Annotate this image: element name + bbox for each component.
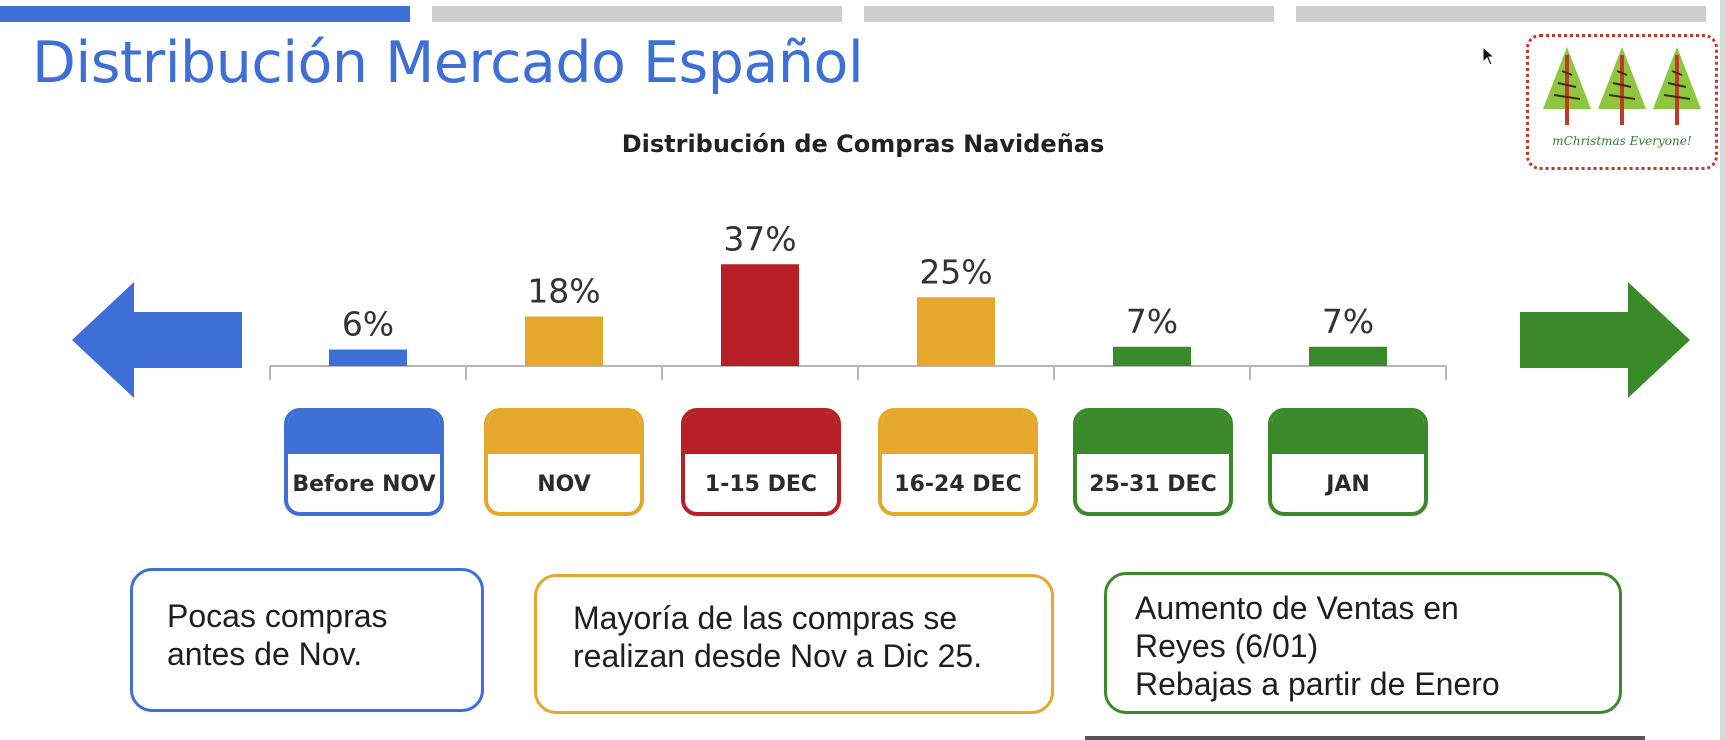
bar-jan <box>1309 346 1387 366</box>
calendar-label: 16-24 DEC <box>894 472 1022 497</box>
bar-value-label: 6% <box>342 305 394 344</box>
note-line: Reyes (6/01) <box>1135 628 1319 664</box>
calendar-card-1-15-dec: 1-15 DEC <box>681 408 841 516</box>
note-line: Mayoría de las compras se <box>573 600 958 636</box>
calendar-header <box>288 412 440 454</box>
tree-trunk <box>1620 55 1624 125</box>
page-title: Distribución Mercado Español <box>32 30 864 96</box>
bar-value-label: 7% <box>1126 302 1178 341</box>
mouse-cursor-icon <box>1482 46 1496 66</box>
tree-branch <box>1671 70 1683 76</box>
calendar-header <box>1077 412 1229 454</box>
note-line: antes de Nov. <box>167 636 363 672</box>
tree-branch <box>1616 70 1628 76</box>
christmas-logo: mChristmas Everyone! <box>1526 34 1718 170</box>
calendar-label: Before NOV <box>292 472 436 497</box>
bottom-edge-strip <box>1085 736 1645 740</box>
tree-branch <box>1561 70 1573 76</box>
bar-value-label: 25% <box>919 252 992 291</box>
calendar-card-25-31-dec: 25-31 DEC <box>1073 408 1233 516</box>
bar-16-24-dec <box>917 297 995 366</box>
tree-branch <box>1553 94 1581 100</box>
tree-branch <box>1612 82 1632 88</box>
bar-25-31-dec <box>1113 346 1191 366</box>
calendar-card-before-nov: Before NOV <box>284 408 444 516</box>
progress-segment-3 <box>864 6 1274 22</box>
christmas-trees-icon: mChristmas Everyone! <box>1543 47 1701 148</box>
calendar-header <box>685 412 837 454</box>
bar-value-label: 7% <box>1322 302 1374 341</box>
bar-1-15-dec <box>721 264 799 366</box>
calendar-card-jan: JAN <box>1268 408 1428 516</box>
progress-segment-2 <box>432 6 842 22</box>
calendar-header <box>1272 412 1424 454</box>
note-line: realizan desde Nov a Dic 25. <box>573 638 983 674</box>
calendar-label: 25-31 DEC <box>1089 472 1217 497</box>
logo-text: mChristmas Everyone! <box>1552 134 1692 148</box>
calendar-label: 1-15 DEC <box>704 472 818 497</box>
bar-before-nov <box>329 349 407 366</box>
tree-branch <box>1667 82 1687 88</box>
window-edge <box>1720 0 1726 740</box>
calendar-header <box>882 412 1034 454</box>
right-arrow-icon <box>1520 282 1690 398</box>
bar-value-label: 37% <box>723 219 796 258</box>
calendar-card-16-24-dec: 16-24 DEC <box>878 408 1038 516</box>
note-nov-dec: Mayoría de las compras se realizan desde… <box>534 574 1054 714</box>
progress-segment-1 <box>0 6 410 22</box>
left-arrow-icon <box>72 282 242 398</box>
calendar-label: JAN <box>1326 472 1370 497</box>
note-line: Aumento de Ventas en <box>1135 590 1459 626</box>
note-line: Rebajas a partir de Enero <box>1135 666 1500 702</box>
note-before-nov: Pocas compras antes de Nov. <box>130 568 484 712</box>
tree-branch <box>1557 82 1577 88</box>
bar-value-label: 18% <box>527 272 600 311</box>
tree-trunk <box>1565 55 1569 125</box>
bar-nov <box>525 316 603 366</box>
calendar-header <box>488 412 640 454</box>
tree-trunk <box>1675 55 1679 125</box>
tree-branch <box>1608 94 1636 100</box>
note-line: Pocas compras <box>167 598 388 634</box>
progress-segment-4 <box>1296 6 1706 22</box>
tree-branch <box>1663 94 1691 100</box>
calendar-card-nov: NOV <box>484 408 644 516</box>
chart-title: Distribución de Compras Navideñas <box>621 130 1105 158</box>
calendar-label: NOV <box>537 472 591 497</box>
note-reyes-enero: Aumento de Ventas en Reyes (6/01) Rebaja… <box>1104 572 1622 714</box>
